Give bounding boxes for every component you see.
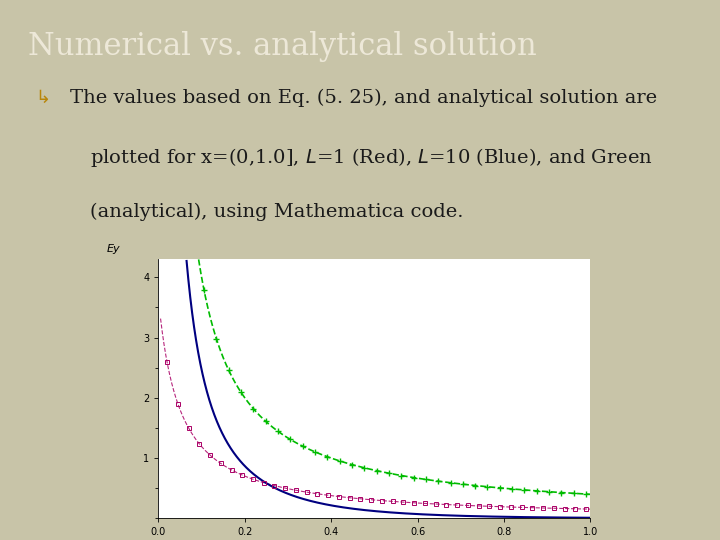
Text: Numerical vs. analytical solution: Numerical vs. analytical solution	[28, 31, 537, 62]
Text: Ey: Ey	[107, 244, 120, 254]
Text: (analytical), using Mathematica code.: (analytical), using Mathematica code.	[91, 203, 464, 221]
Text: ↳: ↳	[35, 89, 50, 107]
Text: The values based on Eq. (5. 25), and analytical solution are: The values based on Eq. (5. 25), and ana…	[70, 89, 657, 107]
Text: plotted for x=(0,1.0], $L$=1 (Red), $L$=10 (Blue), and Green: plotted for x=(0,1.0], $L$=1 (Red), $L$=…	[91, 146, 653, 169]
